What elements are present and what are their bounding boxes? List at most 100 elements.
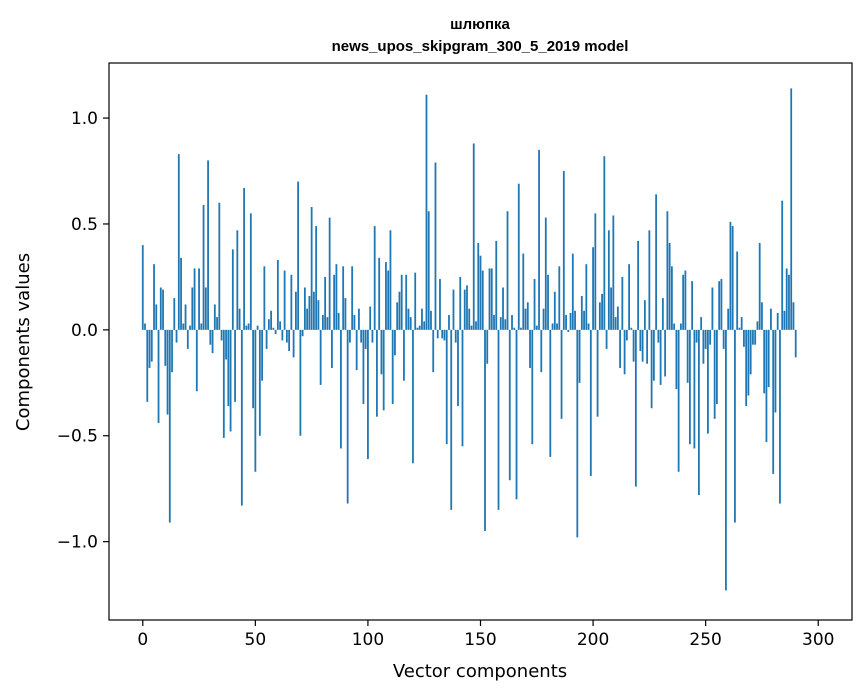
bar — [425, 94, 428, 330]
bar — [367, 329, 369, 460]
bar — [398, 291, 401, 330]
bar — [333, 274, 336, 330]
bar — [249, 213, 252, 330]
bar — [308, 295, 311, 330]
bar — [261, 329, 263, 381]
bar — [531, 329, 534, 445]
bar — [144, 323, 146, 330]
bar — [378, 257, 381, 330]
bar — [337, 312, 340, 330]
bar — [670, 266, 673, 330]
bar — [175, 329, 178, 343]
bar — [225, 329, 227, 360]
bar — [310, 207, 313, 330]
bar — [200, 323, 203, 330]
bar — [765, 329, 768, 443]
bar — [189, 325, 191, 330]
bar — [484, 329, 486, 532]
bar — [725, 329, 727, 591]
bar — [623, 329, 626, 375]
bar — [281, 329, 284, 341]
bar — [709, 329, 712, 345]
bar — [270, 310, 273, 330]
y-tick-label: 0.5 — [71, 215, 98, 235]
bar — [619, 329, 621, 368]
bar — [513, 327, 516, 330]
bar — [556, 323, 558, 330]
bar — [319, 329, 322, 385]
bar — [421, 308, 423, 330]
bar — [252, 329, 254, 409]
bar — [553, 291, 556, 330]
bar — [558, 266, 561, 330]
bar — [729, 221, 732, 330]
bar — [245, 325, 248, 330]
bar — [389, 230, 392, 330]
bar — [463, 289, 466, 330]
bar — [362, 329, 365, 404]
bar — [436, 329, 439, 339]
bar — [481, 270, 484, 330]
x-axis: 0 50 100 150 200 250 300 — [137, 620, 834, 650]
bar — [549, 329, 552, 457]
bar — [213, 304, 216, 330]
bar — [720, 279, 723, 330]
bar — [763, 329, 766, 394]
bar — [675, 329, 678, 390]
bar — [443, 329, 446, 341]
bar — [767, 329, 770, 388]
bar — [459, 276, 462, 330]
bar — [324, 276, 327, 330]
bar — [371, 329, 374, 343]
bar — [180, 257, 182, 330]
bar — [369, 306, 372, 330]
bar — [265, 329, 268, 349]
bar — [479, 255, 482, 330]
bar — [673, 323, 676, 330]
bar — [738, 327, 741, 330]
bar — [238, 308, 241, 330]
x-tick-label: 0 — [137, 630, 148, 650]
bar — [290, 274, 293, 330]
bar — [686, 329, 689, 383]
bar — [303, 287, 306, 330]
bar — [202, 204, 205, 330]
bar — [713, 329, 716, 419]
bar — [317, 300, 320, 330]
bar — [657, 329, 660, 343]
bar — [288, 329, 291, 352]
x-tick-label: 50 — [245, 630, 267, 650]
bar — [526, 302, 529, 330]
bar — [614, 317, 617, 330]
bar — [355, 329, 358, 371]
bar — [761, 302, 763, 330]
bar — [544, 217, 547, 330]
bar — [247, 323, 250, 330]
chart-title: шлюпка — [450, 16, 510, 33]
plot-frame — [108, 62, 853, 621]
bar — [171, 329, 173, 373]
bar — [342, 266, 345, 330]
bar — [468, 308, 471, 330]
bar — [346, 329, 349, 504]
bar — [664, 329, 667, 377]
bar — [688, 329, 691, 445]
bar — [301, 329, 304, 337]
bar — [267, 319, 270, 330]
bar — [394, 329, 396, 356]
bar — [168, 329, 171, 523]
bar — [391, 329, 394, 404]
y-axis-label: Components values — [13, 253, 34, 431]
bar — [240, 329, 243, 506]
bar — [770, 308, 772, 330]
bar — [612, 215, 615, 330]
bar — [306, 308, 309, 330]
bar — [328, 217, 331, 330]
bar — [218, 202, 221, 330]
bar — [583, 310, 585, 330]
bar — [184, 304, 187, 330]
bar — [159, 287, 162, 330]
bar — [164, 329, 167, 366]
bar — [607, 230, 610, 330]
bar — [517, 183, 520, 330]
